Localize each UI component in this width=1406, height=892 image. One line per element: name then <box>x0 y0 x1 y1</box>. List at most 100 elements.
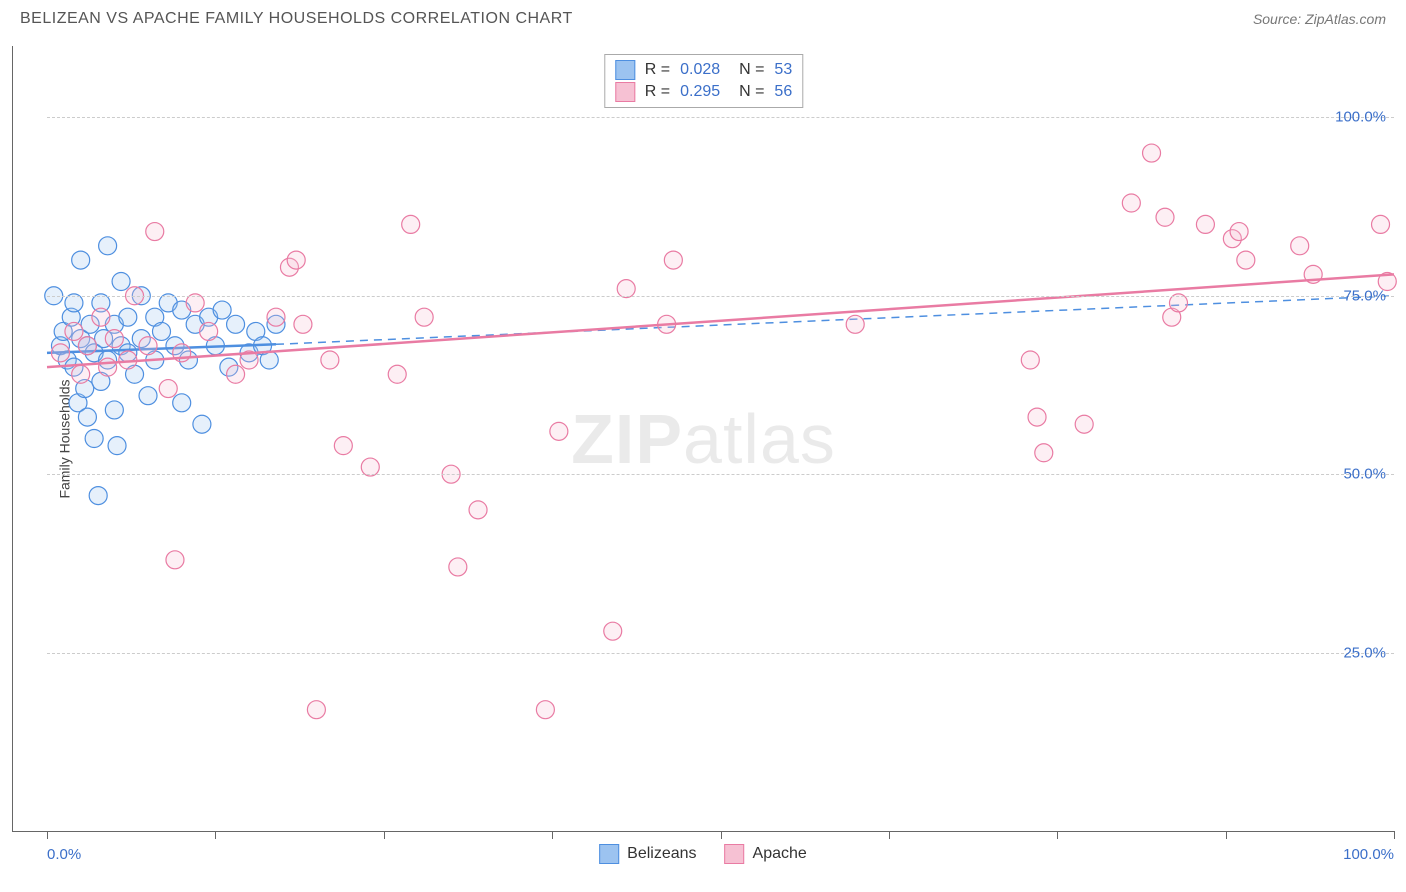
data-point <box>267 308 285 326</box>
legend-item: Apache <box>725 844 807 864</box>
x-tick <box>1057 831 1058 839</box>
data-point <box>99 237 117 255</box>
data-point <box>159 380 177 398</box>
data-point <box>846 315 864 333</box>
stats-row: R = 0.028 N = 53 <box>615 59 792 81</box>
series-swatch <box>615 82 635 102</box>
data-point <box>307 701 325 719</box>
data-point <box>105 330 123 348</box>
gridline <box>47 653 1394 654</box>
stat-r-value: 0.295 <box>680 83 720 101</box>
legend-label: Belizeans <box>627 845 696 863</box>
data-point <box>166 551 184 569</box>
data-point <box>72 365 90 383</box>
data-point <box>664 251 682 269</box>
data-point <box>334 437 352 455</box>
x-tick <box>384 831 385 839</box>
legend-item: Belizeans <box>599 844 696 864</box>
stat-r-label: R = <box>645 83 670 101</box>
data-point <box>287 251 305 269</box>
data-point <box>213 301 231 319</box>
y-tick-label: 100.0% <box>1335 109 1386 126</box>
data-point <box>1021 351 1039 369</box>
data-point <box>112 273 130 291</box>
gridline <box>47 474 1394 475</box>
trend-line-dashed <box>276 296 1394 345</box>
x-tick <box>889 831 890 839</box>
chart-container: Family Households ZIPatlas R = 0.028 N =… <box>12 46 1394 832</box>
stat-n-value: 53 <box>774 61 792 79</box>
data-point <box>173 394 191 412</box>
data-point <box>139 387 157 405</box>
data-point <box>227 365 245 383</box>
data-point <box>108 437 126 455</box>
bottom-legend: Belizeans Apache <box>599 844 807 864</box>
gridline <box>47 117 1394 118</box>
data-point <box>152 322 170 340</box>
plot-svg <box>47 46 1394 831</box>
data-point <box>227 315 245 333</box>
x-tick <box>1394 831 1395 839</box>
series-swatch <box>615 60 635 80</box>
data-point <box>200 322 218 340</box>
data-point <box>1230 223 1248 241</box>
data-point <box>321 351 339 369</box>
data-point <box>1143 144 1161 162</box>
stat-r-label: R = <box>645 61 670 79</box>
x-axis-max-label: 100.0% <box>1343 846 1394 863</box>
chart-title: BELIZEAN VS APACHE FAMILY HOUSEHOLDS COR… <box>20 10 573 28</box>
data-point <box>105 401 123 419</box>
x-tick <box>215 831 216 839</box>
data-point <box>449 558 467 576</box>
x-tick <box>552 831 553 839</box>
data-point <box>536 701 554 719</box>
data-point <box>193 415 211 433</box>
source-label: Source: ZipAtlas.com <box>1253 11 1386 27</box>
stats-row: R = 0.295 N = 56 <box>615 81 792 103</box>
data-point <box>388 365 406 383</box>
data-point <box>89 487 107 505</box>
data-point <box>72 251 90 269</box>
legend-swatch <box>725 844 745 864</box>
data-point <box>604 622 622 640</box>
stat-n-value: 56 <box>774 83 792 101</box>
stat-r-value: 0.028 <box>680 61 720 79</box>
stat-n-label: N = <box>730 61 764 79</box>
data-point <box>415 308 433 326</box>
x-tick <box>721 831 722 839</box>
x-tick <box>1226 831 1227 839</box>
y-tick-label: 50.0% <box>1343 466 1386 483</box>
data-point <box>1028 408 1046 426</box>
y-tick-label: 75.0% <box>1343 287 1386 304</box>
data-point <box>92 308 110 326</box>
stat-n-label: N = <box>730 83 764 101</box>
data-point <box>99 358 117 376</box>
data-point <box>1237 251 1255 269</box>
data-point <box>1035 444 1053 462</box>
y-tick-label: 25.0% <box>1343 644 1386 661</box>
data-point <box>469 501 487 519</box>
data-point <box>51 344 69 362</box>
data-point <box>65 322 83 340</box>
trend-line <box>47 274 1394 367</box>
data-point <box>260 351 278 369</box>
data-point <box>1122 194 1140 212</box>
data-point <box>1156 208 1174 226</box>
data-point <box>294 315 312 333</box>
data-point <box>146 223 164 241</box>
data-point <box>139 337 157 355</box>
data-point <box>78 408 96 426</box>
data-point <box>1372 215 1390 233</box>
legend-swatch <box>599 844 619 864</box>
data-point <box>1075 415 1093 433</box>
x-axis-min-label: 0.0% <box>47 846 81 863</box>
data-point <box>85 430 103 448</box>
data-point <box>1291 237 1309 255</box>
data-point <box>402 215 420 233</box>
gridline <box>47 296 1394 297</box>
data-point <box>119 308 137 326</box>
data-point <box>78 337 96 355</box>
header: BELIZEAN VS APACHE FAMILY HOUSEHOLDS COR… <box>0 0 1406 34</box>
data-point <box>550 422 568 440</box>
legend-label: Apache <box>753 845 807 863</box>
